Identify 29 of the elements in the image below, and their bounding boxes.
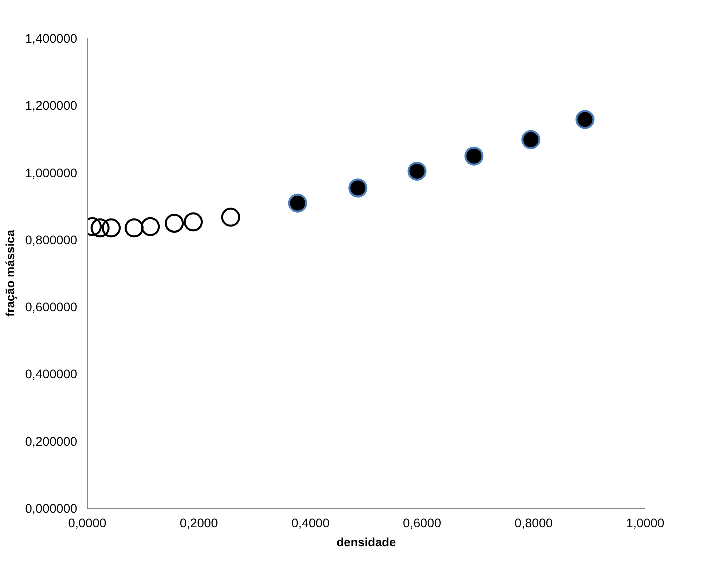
point [90, 218, 110, 238]
y-tick-label: 0,200000 [25, 434, 78, 449]
y-axis-title: fração mássica [3, 230, 18, 317]
y-tick-label: 1,000000 [25, 166, 78, 180]
point [576, 110, 595, 130]
x-tick-label: 1,0000 [626, 516, 665, 530]
x-tick-label: 0,8000 [514, 516, 554, 530]
x-tick-label: 0,0000 [68, 516, 107, 530]
y-tick-label: 0,600000 [25, 300, 78, 315]
x-tick-label: 0,4000 [292, 516, 330, 530]
point [464, 146, 484, 166]
point [165, 214, 184, 233]
point [102, 218, 121, 238]
y-tick-label: 1,400000 [25, 32, 78, 46]
point [522, 130, 541, 150]
y-tick-label: 0,000000 [25, 502, 78, 516]
point [124, 218, 144, 238]
y-tick-label: 0,400000 [25, 368, 78, 382]
x-axis-title: densidade [336, 536, 396, 550]
point [221, 208, 240, 227]
x-tick-label: 0,2000 [180, 516, 218, 530]
point [184, 212, 204, 232]
x-tick-label: 0,6000 [403, 516, 442, 530]
point [348, 178, 368, 198]
point [288, 194, 308, 213]
point [141, 217, 160, 236]
y-tick-label: 1,200000 [25, 99, 78, 114]
point [408, 162, 427, 181]
y-tick-label: 0,800000 [25, 233, 78, 248]
